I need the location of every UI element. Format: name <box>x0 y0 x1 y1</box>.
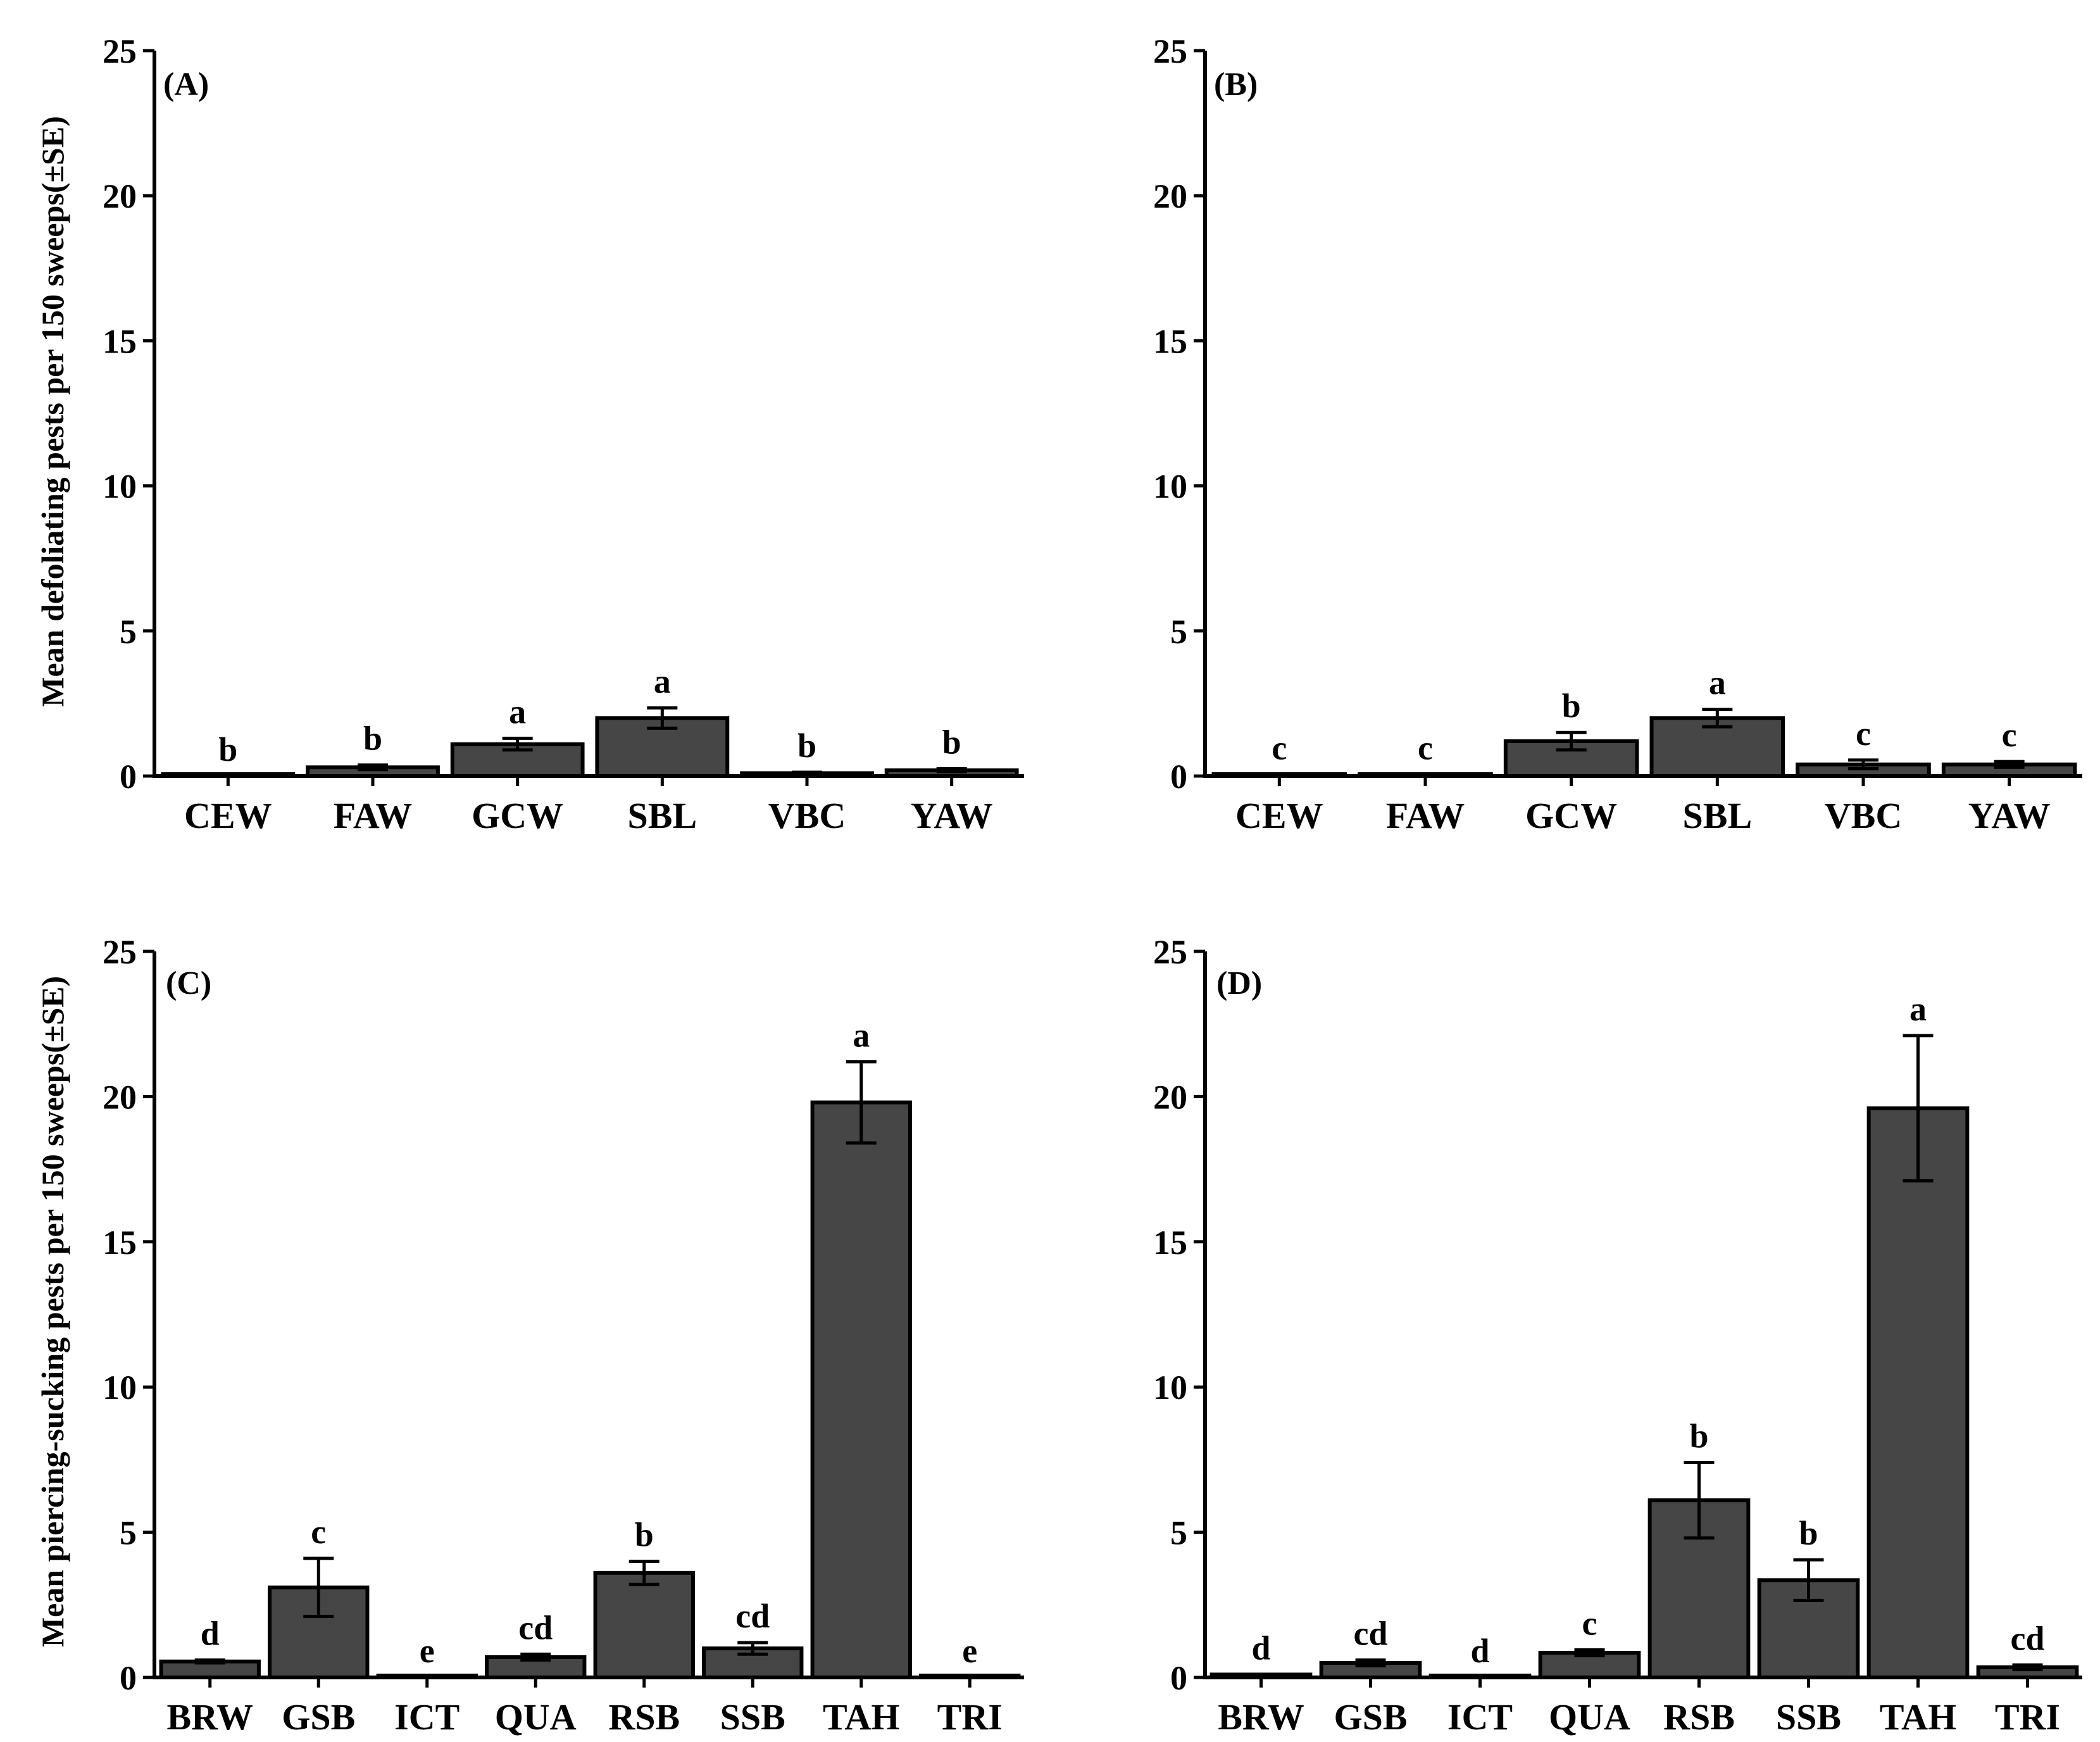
panel-a-x-tick-label-faw: FAW <box>334 795 413 836</box>
panel-d-bar-tah <box>1866 1106 1970 1679</box>
panel-d-x-tick-label-rsb: RSB <box>1663 1696 1735 1738</box>
panel-d-significance-letter-gsb: cd <box>1354 1614 1388 1652</box>
panel-c-x-tick-label-qua: QUA <box>495 1696 577 1738</box>
panel-c-x-tick-label-ssb: SSB <box>720 1696 785 1738</box>
panel-b-y-tick-label-4: 20 <box>1153 177 1187 215</box>
panel-b-significance-letter-gcw: b <box>1562 687 1581 725</box>
panel-d-significance-letter-qua: c <box>1582 1604 1597 1642</box>
panel-d-x-tick-label-brw: BRW <box>1218 1696 1304 1738</box>
panel-c-significance-letter-rsb: b <box>635 1515 654 1553</box>
panel-c-y-tick-label-4: 20 <box>103 1078 137 1116</box>
panel-a-x-tick-label-yaw: YAW <box>911 795 993 836</box>
panel-a-significance-letter-yaw: b <box>942 724 961 761</box>
panel-c-significance-letter-tri: e <box>962 1632 977 1670</box>
panel-c-y-tick-label-1: 5 <box>120 1514 137 1552</box>
panel-c-significance-letter-tah: a <box>853 1016 870 1054</box>
panel-c-significance-letter-brw: d <box>201 1614 220 1652</box>
panel-b-significance-letter-yaw: c <box>2002 716 2017 754</box>
panel-d-significance-letter-tri: cd <box>2011 1619 2045 1657</box>
panel-a-y-axis-title: Mean defoliating pests per 150 sweeps(±S… <box>35 116 70 706</box>
panel-b-x-tick-label-faw: FAW <box>1386 795 1465 836</box>
panel-a-label: (A) <box>163 66 209 103</box>
panel-b-x-tick-label-cew: CEW <box>1235 795 1323 836</box>
panel-a-x-tick-label-gcw: GCW <box>472 795 563 836</box>
panel-b-chart: (B) c CEW c FAW b GCW a SBL c VBC c YAW 0 5 10 15 20 25 <box>1153 32 2082 836</box>
panel-c-y-tick-label-5: 25 <box>103 933 137 971</box>
panel-c-significance-letter-ict: e <box>420 1632 435 1670</box>
panel-a-x-tick-label-cew: CEW <box>184 795 272 836</box>
panel-c-x-tick-label-tri: TRI <box>937 1696 1003 1738</box>
panel-c-x-tick-label-tah: TAH <box>823 1696 899 1738</box>
panel-d-bar-qua <box>1538 1651 1641 1679</box>
panel-d-y-tick-label-1: 5 <box>1170 1514 1187 1552</box>
panel-b-significance-letter-faw: c <box>1418 729 1433 767</box>
panel-c-x-tick-label-ict: ICT <box>394 1696 459 1738</box>
panel-d-label: (D) <box>1216 965 1262 1001</box>
panel-c-label: (C) <box>166 965 211 1001</box>
panel-d-x-tick-label-ict: ICT <box>1447 1696 1513 1738</box>
panel-d-y-tick-label-4: 20 <box>1153 1078 1187 1116</box>
panel-a-y-tick-label-1: 5 <box>120 613 137 651</box>
panel-b-x-tick-label-yaw: YAW <box>1968 795 2051 836</box>
panel-b-label: (B) <box>1214 66 1258 103</box>
panel-a-y-tick-label-3: 15 <box>103 322 137 360</box>
panel-a-significance-letter-gcw: a <box>509 692 526 730</box>
panel-d-y-tick-label-5: 25 <box>1153 933 1187 971</box>
panel-d-significance-letter-rsb: b <box>1689 1417 1708 1455</box>
panel-a-significance-letter-vbc: b <box>797 727 816 765</box>
panel-a-significance-letter-cew: b <box>218 730 237 768</box>
panel-b-y-tick-label-1: 5 <box>1170 613 1187 651</box>
panel-b-y-tick-label-3: 15 <box>1153 322 1187 360</box>
panel-c-chart: (C) Mean piercing-sucking pests per 150 … <box>35 933 1024 1738</box>
panel-a-y-tick-label-5: 25 <box>103 32 137 70</box>
panel-a-significance-letter-faw: b <box>363 720 382 758</box>
panel-a-chart: (A) Mean defoliating pests per 150 sweep… <box>35 32 1024 836</box>
panel-d-significance-letter-ssb: b <box>1799 1514 1818 1552</box>
panel-a-y-tick-label-4: 20 <box>103 177 137 215</box>
panel-c-significance-letter-qua: cd <box>518 1608 553 1646</box>
panel-d-bar-rsb <box>1647 1498 1751 1680</box>
panel-a-x-tick-label-vbc: VBC <box>768 795 846 836</box>
panel-d-y-tick-label-2: 10 <box>1153 1369 1187 1407</box>
panel-c-x-tick-label-rsb: RSB <box>608 1696 680 1738</box>
panel-a-y-tick-label-0: 0 <box>120 758 137 796</box>
panel-a-significance-letter-sbl: a <box>654 662 671 700</box>
panel-b-y-tick-label-5: 25 <box>1153 32 1187 70</box>
panel-d-x-tick-label-qua: QUA <box>1549 1696 1630 1738</box>
panel-d-y-tick-label-3: 15 <box>1153 1224 1187 1262</box>
panel-d-significance-letter-brw: d <box>1251 1629 1270 1667</box>
panel-c-y-tick-label-0: 0 <box>120 1659 137 1697</box>
panel-d-x-tick-label-tah: TAH <box>1880 1696 1956 1738</box>
panel-c-y-tick-label-2: 10 <box>103 1369 137 1407</box>
panel-c-y-tick-label-3: 15 <box>103 1224 137 1262</box>
panel-c-y-axis-title: Mean piercing-sucking pests per 150 swee… <box>35 976 70 1647</box>
panel-c-significance-letter-ssb: cd <box>735 1597 770 1635</box>
panel-d-significance-letter-ict: d <box>1470 1632 1489 1670</box>
panel-b-significance-letter-sbl: a <box>1709 664 1726 702</box>
panel-c-x-tick-label-brw: BRW <box>166 1696 253 1738</box>
panel-b-x-tick-label-sbl: SBL <box>1683 795 1753 836</box>
panel-d-x-tick-label-gsb: GSB <box>1334 1696 1407 1738</box>
panel-b-x-tick-label-gcw: GCW <box>1525 795 1617 836</box>
panel-d-x-tick-label-tri: TRI <box>1995 1696 2060 1738</box>
panel-d-x-tick-label-ssb: SSB <box>1776 1696 1841 1738</box>
panel-b-x-tick-label-vbc: VBC <box>1825 795 1902 836</box>
panel-b-y-tick-label-2: 10 <box>1153 468 1187 506</box>
panel-b-significance-letter-vbc: c <box>1856 715 1871 753</box>
panel-d-y-tick-label-0: 0 <box>1170 1659 1187 1697</box>
panel-c-significance-letter-gsb: c <box>311 1513 326 1551</box>
panel-a-x-tick-label-sbl: SBL <box>628 795 697 836</box>
panel-c-x-tick-label-gsb: GSB <box>282 1696 355 1738</box>
panel-d-chart: (D) d BRW cd GSB d ICT c QUA b RSB b SSB a TAH cd TRI 0 5… <box>1153 933 2082 1738</box>
panel-c-bar-tah <box>810 1100 912 1680</box>
panel-b-significance-letter-cew: c <box>1272 729 1287 767</box>
panel-c-bar-rsb <box>593 1570 695 1680</box>
panel-b-y-tick-label-0: 0 <box>1170 758 1187 796</box>
panel-a-y-tick-label-2: 10 <box>103 468 137 506</box>
panel-d-significance-letter-tah: a <box>1909 990 1927 1028</box>
